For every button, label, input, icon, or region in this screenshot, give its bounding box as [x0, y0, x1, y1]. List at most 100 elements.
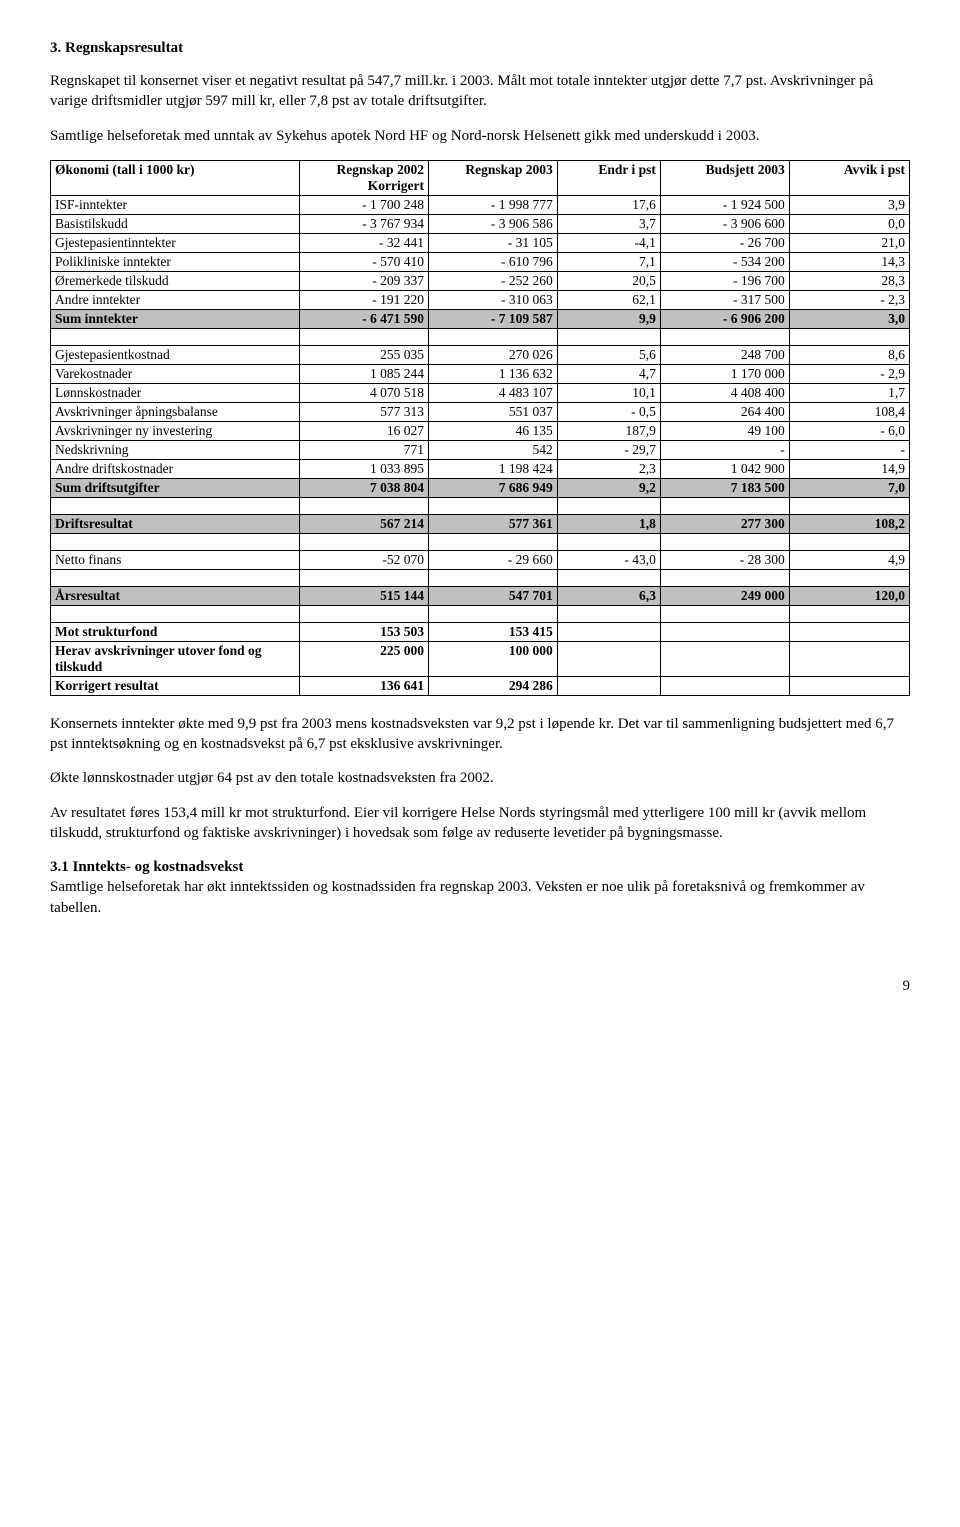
- col-header: Regnskap 2002 Korrigert: [300, 160, 429, 195]
- spacer-row: [51, 569, 910, 586]
- cell: [660, 676, 789, 695]
- cell: 7,1: [557, 252, 660, 271]
- cell: 4,7: [557, 364, 660, 383]
- cell: - 2,3: [789, 290, 909, 309]
- cell: 153 503: [300, 622, 429, 641]
- empty-cell: [789, 328, 909, 345]
- cell: [789, 641, 909, 676]
- empty-cell: [557, 497, 660, 514]
- cell: 225 000: [300, 641, 429, 676]
- cell: 16 027: [300, 421, 429, 440]
- cell: 6,3: [557, 586, 660, 605]
- cell: 515 144: [300, 586, 429, 605]
- cell: -4,1: [557, 233, 660, 252]
- row-label: Lønnskostnader: [51, 383, 300, 402]
- cell: -: [660, 440, 789, 459]
- col-header: Avvik i pst: [789, 160, 909, 195]
- cell: 20,5: [557, 271, 660, 290]
- empty-cell: [789, 497, 909, 514]
- cell: 4 483 107: [428, 383, 557, 402]
- cell: - 26 700: [660, 233, 789, 252]
- cell: [789, 676, 909, 695]
- table-row: Nedskrivning771542- 29,7--: [51, 440, 910, 459]
- paragraph-1: Regnskapet til konsernet viser et negati…: [50, 71, 910, 112]
- empty-cell: [660, 497, 789, 514]
- empty-cell: [428, 533, 557, 550]
- cell: - 317 500: [660, 290, 789, 309]
- row-label: Mot strukturfond: [51, 622, 300, 641]
- cell: - 7 109 587: [428, 309, 557, 328]
- cell: - 310 063: [428, 290, 557, 309]
- cell: 17,6: [557, 195, 660, 214]
- cell: 270 026: [428, 345, 557, 364]
- cell: 8,6: [789, 345, 909, 364]
- table-row: Netto finans-52 070- 29 660- 43,0- 28 30…: [51, 550, 910, 569]
- empty-cell: [51, 605, 300, 622]
- cell: - 1 924 500: [660, 195, 789, 214]
- empty-cell: [300, 605, 429, 622]
- cell: 7 183 500: [660, 478, 789, 497]
- cell: - 29,7: [557, 440, 660, 459]
- cell: 3,7: [557, 214, 660, 233]
- cell: 1 042 900: [660, 459, 789, 478]
- cell: 7 686 949: [428, 478, 557, 497]
- cell: - 610 796: [428, 252, 557, 271]
- table-row: Gjestepasientkostnad255 035270 0265,6248…: [51, 345, 910, 364]
- cell: 28,3: [789, 271, 909, 290]
- empty-cell: [300, 497, 429, 514]
- cell: 108,4: [789, 402, 909, 421]
- cell: [660, 622, 789, 641]
- cell: 9,9: [557, 309, 660, 328]
- cell: 49 100: [660, 421, 789, 440]
- cell: 1 136 632: [428, 364, 557, 383]
- row-label: Andre inntekter: [51, 290, 300, 309]
- table-row: Sum inntekter- 6 471 590- 7 109 5879,9- …: [51, 309, 910, 328]
- table-row: Varekostnader1 085 2441 136 6324,71 170 …: [51, 364, 910, 383]
- spacer-row: [51, 605, 910, 622]
- empty-cell: [789, 533, 909, 550]
- row-label: Korrigert resultat: [51, 676, 300, 695]
- table-row: ISF-inntekter- 1 700 248- 1 998 77717,6-…: [51, 195, 910, 214]
- row-label: Basistilskudd: [51, 214, 300, 233]
- cell: - 2,9: [789, 364, 909, 383]
- spacer-row: [51, 328, 910, 345]
- cell: 9,2: [557, 478, 660, 497]
- empty-cell: [428, 328, 557, 345]
- table-row: Andre driftskostnader1 033 8951 198 4242…: [51, 459, 910, 478]
- cell: 577 361: [428, 514, 557, 533]
- paragraph-4: Økte lønnskostnader utgjør 64 pst av den…: [50, 768, 910, 788]
- cell: 264 400: [660, 402, 789, 421]
- cell: 2,3: [557, 459, 660, 478]
- subsection: 3.1 Inntekts- og kostnadsvekst Samtlige …: [50, 857, 910, 918]
- cell: 577 313: [300, 402, 429, 421]
- empty-cell: [557, 605, 660, 622]
- empty-cell: [51, 533, 300, 550]
- cell: 21,0: [789, 233, 909, 252]
- table-row: Polikliniske inntekter- 570 410- 610 796…: [51, 252, 910, 271]
- cell: 771: [300, 440, 429, 459]
- empty-cell: [428, 497, 557, 514]
- spacer-row: [51, 497, 910, 514]
- paragraph-5: Av resultatet føres 153,4 mill kr mot st…: [50, 803, 910, 844]
- cell: 14,9: [789, 459, 909, 478]
- table-row: Driftsresultat567 214577 3611,8277 30010…: [51, 514, 910, 533]
- cell: 249 000: [660, 586, 789, 605]
- cell: 255 035: [300, 345, 429, 364]
- cell: [557, 676, 660, 695]
- empty-cell: [557, 533, 660, 550]
- cell: 542: [428, 440, 557, 459]
- table-row: Årsresultat515 144547 7016,3249 000120,0: [51, 586, 910, 605]
- empty-cell: [789, 569, 909, 586]
- paragraph-3: Konsernets inntekter økte med 9,9 pst fr…: [50, 714, 910, 755]
- empty-cell: [428, 569, 557, 586]
- subsection-heading: 3.1 Inntekts- og kostnadsvekst: [50, 859, 243, 875]
- cell: - 196 700: [660, 271, 789, 290]
- cell: 100 000: [428, 641, 557, 676]
- cell: 108,2: [789, 514, 909, 533]
- cell: 1,7: [789, 383, 909, 402]
- col-header: Endr i pst: [557, 160, 660, 195]
- cell: - 3 767 934: [300, 214, 429, 233]
- cell: 136 641: [300, 676, 429, 695]
- cell: - 1 998 777: [428, 195, 557, 214]
- empty-cell: [300, 533, 429, 550]
